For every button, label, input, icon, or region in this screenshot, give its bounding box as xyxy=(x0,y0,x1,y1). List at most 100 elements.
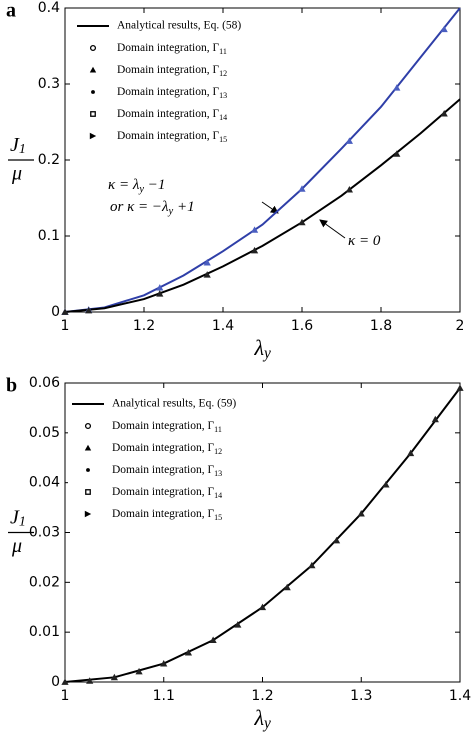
marker xyxy=(84,510,92,518)
legend-label-main: Domain integration, Γ xyxy=(117,64,219,76)
legend-label-sub: 11 xyxy=(219,47,227,56)
marker xyxy=(89,66,97,73)
legend-label-main: Domain integration, Γ xyxy=(117,130,219,142)
marker xyxy=(345,137,353,144)
marker xyxy=(298,218,306,226)
marker xyxy=(86,677,94,684)
legend-label-sub: 13 xyxy=(219,91,227,100)
marker xyxy=(91,90,95,94)
annotation-main: κ = λ xyxy=(108,177,140,193)
y-tick-label: 0 xyxy=(51,304,60,320)
annotation: or κ = −λy +1 xyxy=(110,199,195,217)
legend-label: Analytical results, Eq. (59) xyxy=(112,398,236,410)
annotation: κ = λy −1 xyxy=(108,177,165,195)
legend-label: Domain integration, Γ11 xyxy=(117,42,227,56)
y-axis-label-den: μ xyxy=(11,535,22,557)
y-tick-label: 0.4 xyxy=(38,0,60,16)
marker xyxy=(135,667,143,675)
marker xyxy=(283,583,291,591)
x-axis-label-sub: y xyxy=(262,345,271,362)
legend-label: Domain integration, Γ11 xyxy=(112,420,222,434)
legend-label-sub: 13 xyxy=(214,469,222,478)
legend-label: Domain integration, Γ15 xyxy=(117,130,227,144)
x-axis-label-main: λ xyxy=(254,335,265,360)
y-tick-label: 0.1 xyxy=(38,228,60,244)
x-tick-label: 1.4 xyxy=(212,318,234,334)
marker xyxy=(393,150,401,157)
marker xyxy=(456,384,464,391)
marker xyxy=(156,284,164,291)
annotation-main: κ = 0 xyxy=(348,233,381,249)
curve xyxy=(64,98,461,313)
marker xyxy=(431,415,439,423)
legend-label-sub: 12 xyxy=(219,69,227,78)
marker xyxy=(89,44,97,52)
marker xyxy=(258,603,267,611)
legend-label: Domain integration, Γ14 xyxy=(117,108,227,122)
legend-label-sub: 15 xyxy=(214,513,222,522)
x-tick-label: 1.2 xyxy=(251,688,273,704)
x-tick-label: 1 xyxy=(61,318,70,334)
legend-label: Domain integration, Γ13 xyxy=(117,86,227,100)
y-tick-label: 0 xyxy=(51,674,60,690)
legend-label: Domain integration, Γ13 xyxy=(112,464,222,478)
marker xyxy=(110,673,118,681)
annotation-arrow xyxy=(261,201,279,214)
marker xyxy=(209,636,217,644)
legend-label: Analytical results, Eq. (58) xyxy=(117,20,241,32)
marker xyxy=(382,481,390,488)
annotation-rest: −1 xyxy=(144,177,165,193)
marker xyxy=(84,444,92,451)
y-tick-label: 0.3 xyxy=(38,76,60,92)
y-axis-label-main: J xyxy=(10,506,20,528)
marker xyxy=(84,422,92,430)
y-axis-label-main: J xyxy=(10,134,20,156)
y-axis-label: J1 xyxy=(10,506,26,530)
marker xyxy=(90,111,96,117)
x-tick-label: 1.2 xyxy=(133,318,155,334)
legend-label-main: Domain integration, Γ xyxy=(112,508,214,520)
legend-label-main: Domain integration, Γ xyxy=(112,442,214,454)
legend-label: Domain integration, Γ15 xyxy=(112,508,222,522)
panel-label: b xyxy=(6,375,17,397)
legend-label-sub: 11 xyxy=(214,425,222,434)
legend-label-main: Domain integration, Γ xyxy=(117,42,219,54)
x-axis-label: λy xyxy=(254,335,272,361)
annotation-sub: y xyxy=(168,206,174,217)
marker xyxy=(184,648,193,656)
annotation-rest: +1 xyxy=(173,199,194,215)
marker xyxy=(160,659,168,667)
marker xyxy=(86,468,90,472)
x-axis-label: λy xyxy=(254,705,272,731)
annotation-arrow xyxy=(319,219,346,239)
legend-label-main: Domain integration, Γ xyxy=(112,486,214,498)
marker xyxy=(345,186,353,193)
legend-label: Domain integration, Γ14 xyxy=(112,486,222,500)
marker xyxy=(85,306,93,314)
x-tick-label: 1.4 xyxy=(449,688,471,704)
legend-label-sub: 15 xyxy=(219,135,227,144)
marker xyxy=(89,132,97,140)
marker xyxy=(156,290,164,297)
marker xyxy=(407,449,415,457)
y-tick-label: 0.03 xyxy=(29,525,60,541)
marker xyxy=(357,509,365,517)
y-axis-label-sub: 1 xyxy=(19,515,26,530)
marker xyxy=(393,84,401,91)
marker xyxy=(440,110,448,117)
marker xyxy=(203,259,211,266)
legend-label: Domain integration, Γ12 xyxy=(117,64,227,78)
legend-label: Domain integration, Γ12 xyxy=(112,442,222,456)
legend-label-sub: 14 xyxy=(219,113,227,122)
x-axis-label-sub: y xyxy=(262,715,271,732)
x-tick-label: 1.3 xyxy=(350,688,372,704)
y-tick-label: 0.02 xyxy=(29,574,60,590)
y-tick-label: 0.2 xyxy=(38,152,60,168)
y-axis-label-sub: 1 xyxy=(19,142,26,157)
legend-label-main: Domain integration, Γ xyxy=(117,108,219,120)
x-tick-label: 1.1 xyxy=(153,688,175,704)
legend-box xyxy=(68,392,293,528)
y-axis-label: J1 xyxy=(10,134,26,158)
legend-label-main: Domain integration, Γ xyxy=(112,420,214,432)
